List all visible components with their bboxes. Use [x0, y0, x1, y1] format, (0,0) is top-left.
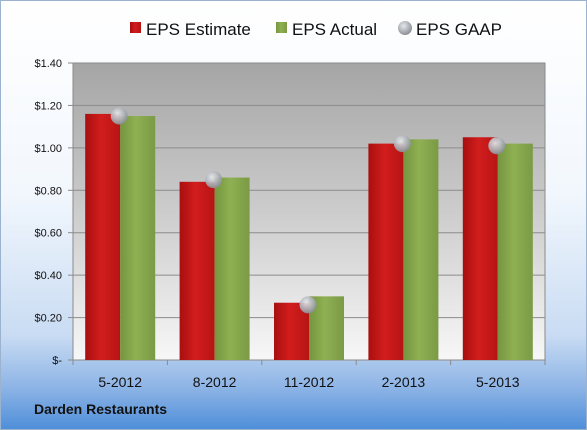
- bar-eps-estimate: [85, 113, 121, 361]
- marker-eps-gaap: [393, 135, 411, 153]
- marker-eps-gaap: [110, 107, 128, 125]
- x-tick-label: 8-2012: [193, 374, 237, 390]
- legend-gaap-marker: [398, 21, 412, 35]
- y-tick-label: $-: [52, 355, 62, 367]
- x-tick-label: 5-2012: [98, 374, 142, 390]
- legend-estimate-label: EPS Estimate: [146, 20, 251, 39]
- y-tick-label: $0.80: [34, 185, 62, 197]
- legend-gaap-label: EPS GAAP: [416, 20, 502, 39]
- bar-eps-estimate: [179, 181, 215, 360]
- bar-eps-estimate: [368, 143, 404, 360]
- company-name: Darden Restaurants: [34, 401, 168, 417]
- x-tick-label: 2-2013: [382, 374, 426, 390]
- y-tick-label: $0.60: [34, 228, 62, 240]
- bars: [85, 113, 533, 361]
- bar-eps-estimate: [274, 302, 309, 360]
- marker-eps-gaap: [205, 171, 223, 189]
- bar-eps-actual: [497, 143, 533, 360]
- x-tick-label: 11-2012: [284, 374, 335, 390]
- bar-eps-estimate: [462, 137, 498, 360]
- y-tick-label: $0.40: [34, 270, 62, 282]
- legend: EPS Estimate EPS Actual EPS GAAP: [130, 20, 502, 39]
- marker-eps-gaap: [488, 137, 506, 155]
- legend-estimate-swatch: [130, 22, 141, 33]
- gaap-markers: [110, 107, 506, 314]
- y-tick-label: $1.40: [34, 58, 62, 70]
- y-axis: $- $0.20 $0.40 $0.60 $0.80 $1.00 $1.20 $1.40: [34, 58, 73, 367]
- marker-eps-gaap: [299, 296, 317, 314]
- legend-actual-swatch: [276, 22, 287, 33]
- x-tick-label: 5-2013: [476, 374, 520, 390]
- bar-eps-actual: [403, 139, 439, 360]
- x-axis: 5-2012 8-2012 11-2012 2-2013 5-2013: [72, 360, 546, 390]
- legend-actual-label: EPS Actual: [292, 20, 377, 39]
- bar-eps-actual: [214, 177, 250, 360]
- y-tick-label: $0.20: [34, 313, 62, 325]
- y-tick-label: $1.00: [34, 143, 62, 155]
- bar-eps-actual: [120, 116, 156, 361]
- y-tick-label: $1.20: [34, 100, 62, 112]
